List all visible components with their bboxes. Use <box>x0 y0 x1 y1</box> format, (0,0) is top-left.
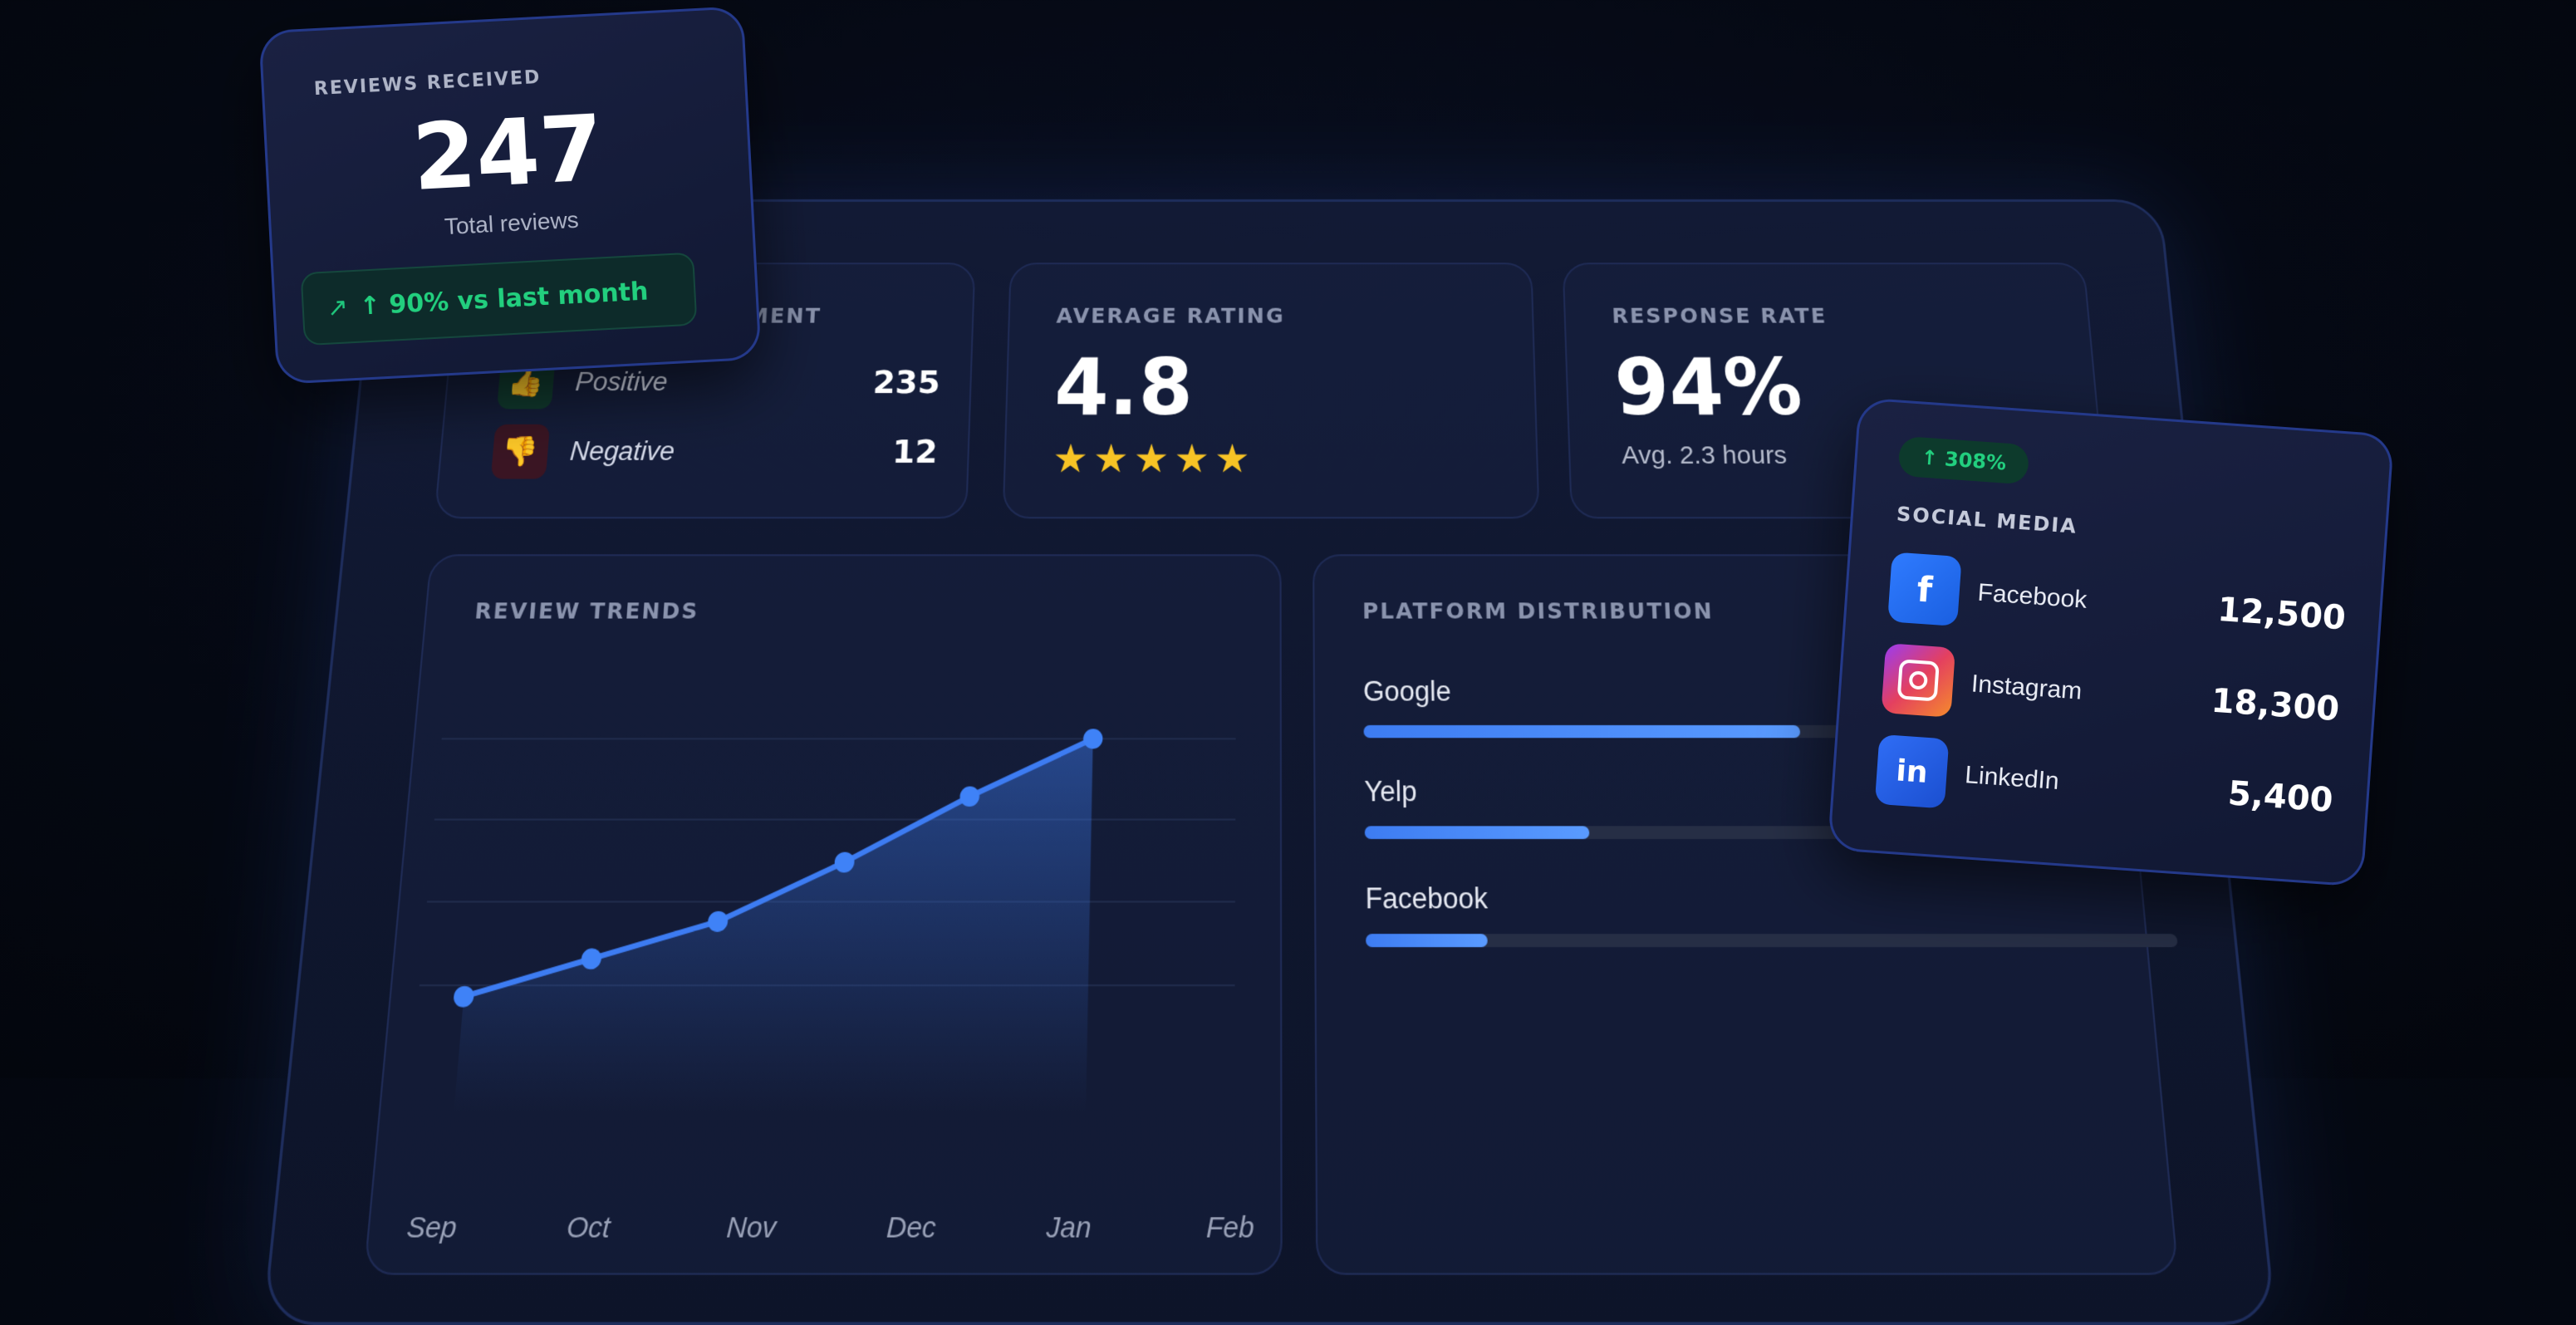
average-rating-title: AVERAGE RATING <box>1056 304 1284 328</box>
social-row-linkedin: in LinkedIn 5,400 <box>1875 734 2336 836</box>
reviews-received-title: REVIEWS RECEIVED <box>313 67 542 100</box>
response-rate-title: RESPONSE RATE <box>1612 304 1828 328</box>
linkedin-icon: in <box>1875 734 1950 809</box>
social-media-title: SOCIAL MEDIA <box>1896 503 2078 538</box>
trend-point <box>1083 729 1103 748</box>
reviews-trend-text: ↑ 90% vs last month <box>359 277 649 321</box>
trending-up-icon: ↗ <box>326 292 349 322</box>
star-icon: ★ <box>1052 436 1089 481</box>
platform-name: Facebook <box>1365 882 1488 916</box>
month-tick-label: Jan <box>1045 1211 1092 1245</box>
thumbs-down-icon: 👎 <box>491 424 550 479</box>
sentiment-label: Positive <box>574 367 873 397</box>
reviews-count: 247 <box>265 87 750 218</box>
instagram-icon <box>1881 643 1955 718</box>
facebook-icon: f <box>1887 552 1962 626</box>
trend-area <box>454 739 1092 1112</box>
social-value: 12,500 <box>2216 591 2347 638</box>
social-value: 18,300 <box>2210 682 2340 729</box>
month-tick-label: Dec <box>886 1211 936 1245</box>
sentiment-row-negative: 👎 Negative 12 <box>491 424 939 479</box>
response-rate-value: 94% <box>1613 343 1804 433</box>
star-icon: ★ <box>1174 436 1209 481</box>
review-trends-panel: REVIEW TRENDS Sep Oct Nov Dec Jan Feb <box>364 554 1283 1274</box>
reviews-received-card: REVIEWS RECEIVED 247 Total reviews ↗ ↑ 9… <box>258 6 761 385</box>
platform-distribution-title: PLATFORM DISTRIBUTION <box>1362 598 1715 624</box>
platform-bar-track <box>1366 934 2178 947</box>
month-tick-label: Sep <box>405 1211 458 1245</box>
social-row-instagram: Instagram 18,300 <box>1881 643 2342 744</box>
sentiment-value: 235 <box>872 364 941 401</box>
average-rating-value: 4.8 <box>1053 343 1193 433</box>
social-name: LinkedIn <box>1964 761 2229 807</box>
average-rating-panel: AVERAGE RATING 4.8 ★ ★ ★ ★ ★ <box>1003 263 1540 518</box>
social-name: Facebook <box>1977 579 2219 624</box>
sentiment-value: 12 <box>891 433 938 470</box>
response-rate-subtitle: Avg. 2.3 hours <box>1622 441 1788 470</box>
platform-bar-fill <box>1363 725 1800 738</box>
month-tick-label: Feb <box>1206 1211 1254 1245</box>
social-value: 5,400 <box>2226 774 2333 820</box>
star-icon: ★ <box>1214 436 1250 481</box>
platform-name: Google <box>1363 675 1451 708</box>
sentiment-label: Negative <box>569 436 893 467</box>
month-tick-label: Oct <box>566 1211 613 1245</box>
dashboard-stage: MENT 👍 Positive 235 👎 Negative 12 AVERAG… <box>0 0 2576 1078</box>
social-media-card: ↑ 308% SOCIAL MEDIA f Facebook 12,500 In… <box>1828 397 2395 887</box>
star-icon: ★ <box>1133 436 1169 481</box>
reviews-trend-pill: ↗ ↑ 90% vs last month <box>301 253 698 346</box>
social-row-facebook: f Facebook 12,500 <box>1887 552 2348 653</box>
rating-stars: ★ ★ ★ ★ ★ <box>1052 435 1255 482</box>
star-icon: ★ <box>1093 436 1129 481</box>
month-tick-label: Nov <box>726 1211 779 1245</box>
review-trends-chart: Sep Oct Nov Dec Jan Feb <box>366 556 1280 1273</box>
platform-name: Yelp <box>1364 775 1417 808</box>
social-name: Instagram <box>1970 670 2212 714</box>
platform-bar-fill <box>1365 826 1590 839</box>
platform-bar-fill <box>1366 934 1488 947</box>
social-growth-badge: ↑ 308% <box>1897 436 2029 485</box>
